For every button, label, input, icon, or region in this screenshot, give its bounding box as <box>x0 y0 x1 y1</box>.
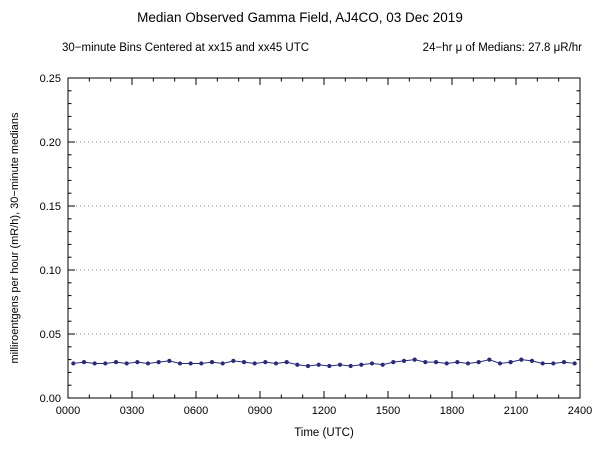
median-data-point <box>241 360 247 365</box>
chart-subtitle-mean: 24−hr μ of Medians: 27.8 μR/hr <box>422 42 582 54</box>
median-data-point <box>209 360 215 365</box>
y-tick-label: 0.10 <box>40 265 61 277</box>
median-data-point <box>263 360 268 365</box>
median-data-point <box>113 360 119 365</box>
median-data-point <box>337 362 343 367</box>
median-data-point <box>572 361 577 366</box>
median-data-point <box>124 361 129 366</box>
median-data-point <box>529 358 535 363</box>
median-data-point <box>188 361 193 366</box>
x-tick-label: 0000 <box>56 405 80 417</box>
median-data-point <box>284 360 289 365</box>
median-data-point <box>487 357 492 362</box>
median-data-point <box>401 358 407 363</box>
x-axis-label: Time (UTC) <box>294 427 354 439</box>
x-tick-label: 1500 <box>376 405 400 417</box>
median-data-point <box>380 362 385 367</box>
median-data-point <box>231 358 236 363</box>
median-data-point <box>252 361 257 366</box>
median-data-point <box>167 358 172 363</box>
median-data-point <box>327 363 332 369</box>
chart-subtitle-bins: 30−minute Bins Centered at xx15 and xx45… <box>62 42 310 54</box>
median-data-point <box>359 362 364 367</box>
median-data-point <box>135 360 140 365</box>
median-data-point <box>497 361 503 366</box>
x-tick-label: 0300 <box>120 405 144 417</box>
median-data-point <box>551 361 556 366</box>
median-data-point <box>540 361 545 366</box>
median-data-point <box>273 361 279 366</box>
median-data-point <box>71 361 76 366</box>
y-tick-label: 0.00 <box>40 393 61 405</box>
x-tick-label: 2100 <box>504 405 528 417</box>
median-data-point <box>369 361 375 366</box>
median-data-point <box>305 363 311 369</box>
median-data-point <box>433 360 439 365</box>
median-data-point <box>199 361 204 366</box>
median-data-point <box>145 361 151 366</box>
median-data-point <box>444 361 449 366</box>
plot-frame <box>67 77 581 399</box>
median-data-point <box>508 360 513 365</box>
median-data-point <box>220 361 225 366</box>
median-data-point <box>561 360 567 365</box>
median-data-point <box>412 357 417 362</box>
median-data-point <box>103 361 108 366</box>
median-data-point <box>476 360 481 365</box>
x-tick-label: 0600 <box>184 405 208 417</box>
x-tick-label: 2400 <box>568 405 592 417</box>
median-data-point <box>391 360 396 365</box>
y-axis-label: milliroentgens per hour (mR/h), 30−minut… <box>9 112 21 363</box>
y-tick-label: 0.15 <box>40 201 61 213</box>
y-tick-label: 0.20 <box>40 137 61 149</box>
median-data-point <box>465 361 471 366</box>
median-data-point <box>92 361 97 366</box>
median-data-point <box>156 360 161 365</box>
median-data-point <box>519 357 524 362</box>
median-data-point <box>177 361 183 366</box>
median-data-point <box>423 360 428 365</box>
x-tick-label: 1800 <box>440 405 464 417</box>
y-tick-label: 0.25 <box>40 73 61 85</box>
x-tick-label: 0900 <box>248 405 272 417</box>
x-tick-label: 1200 <box>312 405 336 417</box>
median-data-point <box>295 362 300 367</box>
chart-title: Median Observed Gamma Field, AJ4CO, 03 D… <box>137 10 463 25</box>
median-data-point <box>348 363 353 369</box>
median-data-point <box>81 360 87 365</box>
chart-subtitle-row: 30−minute Bins Centered at xx15 and xx45… <box>62 42 582 54</box>
y-tick-label: 0.05 <box>40 329 61 341</box>
median-data-point <box>316 362 321 367</box>
median-data-point <box>455 360 460 365</box>
